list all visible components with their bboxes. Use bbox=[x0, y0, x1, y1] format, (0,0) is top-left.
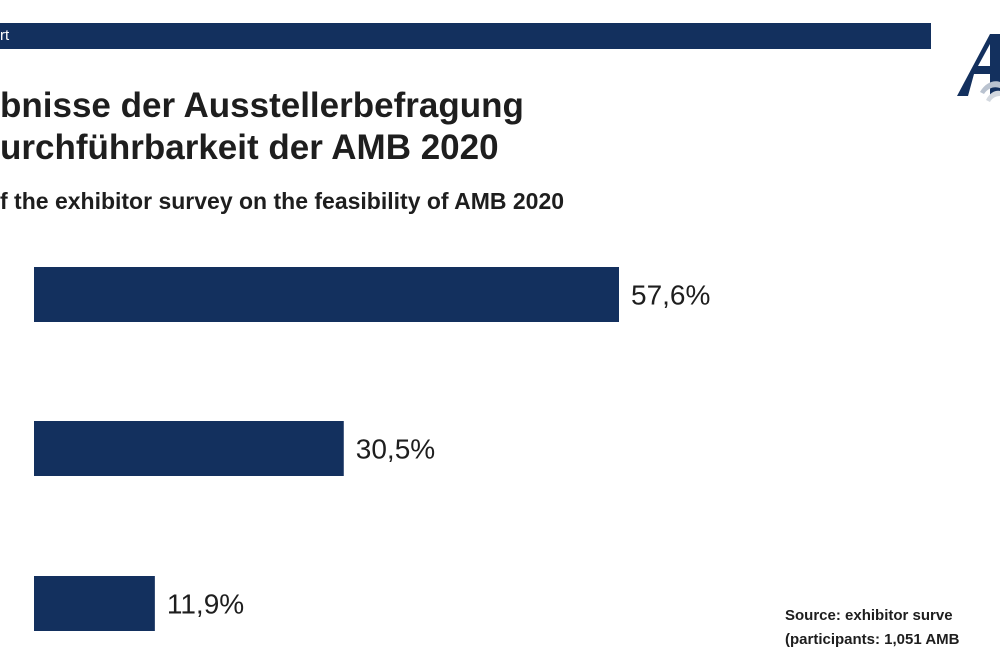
bar-label-2: 30,5% bbox=[356, 434, 435, 465]
bar-2 bbox=[34, 421, 344, 476]
bar-1 bbox=[34, 267, 619, 322]
page-subtitle: f the exhibitor survey on the feasibilit… bbox=[0, 188, 565, 214]
bar-label-1: 57,6% bbox=[631, 280, 710, 311]
header-bar-label: rt bbox=[0, 27, 10, 44]
source-line-1: Source: exhibitor surve bbox=[785, 607, 953, 624]
source-note: Source: exhibitor surve (participants: 1… bbox=[785, 604, 960, 652]
bar-chart: 57,6% 30,5% 11,9% bbox=[34, 267, 710, 631]
header-bar: rt bbox=[0, 23, 931, 49]
title-line-1: bnisse der Ausstellerbefragung bbox=[0, 86, 524, 125]
source-line-2: (participants: 1,051 AMB bbox=[785, 631, 960, 648]
amb-logo-icon bbox=[952, 30, 1000, 110]
bar-3 bbox=[34, 576, 155, 631]
bar-label-3: 11,9% bbox=[167, 589, 244, 620]
page-title: bnisse der Ausstellerbefragung urchführb… bbox=[0, 85, 524, 169]
title-line-2: urchführbarkeit der AMB 2020 bbox=[0, 128, 499, 167]
